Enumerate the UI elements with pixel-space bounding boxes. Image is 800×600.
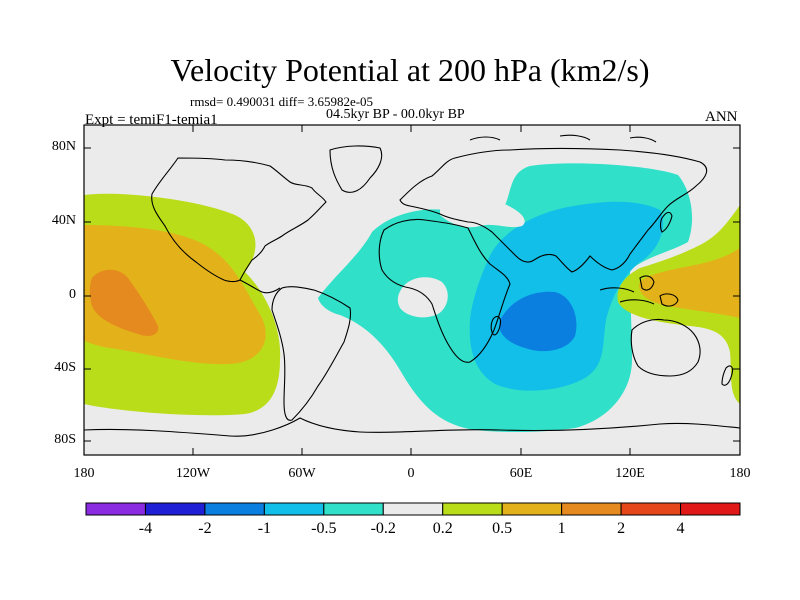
y-tick-label: 80N	[51, 139, 76, 154]
season-label: ANN	[705, 109, 738, 125]
y-tick-label: 40S	[54, 360, 76, 375]
y-tick-label: 80S	[54, 432, 76, 447]
africa-coast	[378, 218, 511, 363]
wpacific-positive-0.5-1	[639, 248, 740, 318]
colorbar-label: -4	[138, 520, 153, 537]
central-america	[239, 279, 281, 294]
colorbar-label: -1	[257, 520, 272, 537]
madagascar	[490, 315, 502, 336]
colorbar-swatch	[85, 502, 146, 516]
japan	[659, 211, 673, 233]
colorbar-swatch	[501, 502, 563, 516]
colorbar-swatch	[561, 502, 622, 516]
y-tick-label: 0	[69, 287, 76, 302]
australia-coast	[630, 318, 701, 377]
colorbar-label: 0.5	[492, 520, 513, 537]
greenland	[329, 145, 383, 193]
x-tick-label: 60W	[288, 466, 316, 481]
x-tick-label: 60E	[509, 466, 533, 481]
y-tick-label: 40N	[51, 213, 76, 228]
coastlines	[84, 134, 740, 437]
pacific-positive-1-2	[89, 269, 159, 336]
x-tick-label: 0	[407, 466, 415, 481]
colorbar-label: -0.2	[370, 520, 396, 537]
indian-negative-1-2	[499, 291, 577, 352]
eurasia-coast	[399, 147, 708, 273]
north-america-coast	[151, 157, 327, 283]
colorbar-swatch	[144, 502, 206, 516]
colorbar-swatch	[204, 502, 265, 516]
maritime-continent	[599, 275, 679, 307]
x-tick-label: 120W	[175, 466, 211, 481]
colorbar-label: 1	[557, 520, 566, 537]
colorbar	[85, 502, 741, 516]
x-tick-label: 180	[73, 466, 95, 481]
colorbar-swatch	[382, 502, 444, 516]
contour-field	[84, 125, 740, 455]
antarctica-coast	[84, 417, 740, 437]
mediterranean-neutral-notch	[440, 195, 525, 228]
stats-line: rmsd= 0.490031 diff= 3.65982e-05	[190, 94, 374, 109]
arctic-islands	[469, 134, 657, 143]
colorbar-swatch	[263, 502, 325, 516]
colorbar-swatch	[442, 502, 503, 516]
south-america-coast	[271, 286, 352, 421]
colorbar-swatch	[620, 502, 682, 516]
colorbar-label: 0.2	[432, 520, 453, 537]
colorbar-label: -2	[198, 520, 212, 537]
period-label: 04.5kyr BP - 00.0kyr BP	[326, 107, 465, 122]
chart-title: Velocity Potential at 200 hPa (km2/s)	[170, 52, 650, 88]
atlantic-neutral-hole	[397, 277, 448, 318]
colorbar-label: 4	[676, 520, 685, 537]
experiment-label: Expt = temiF1-temia1	[85, 112, 218, 128]
x-tick-label: 120E	[615, 466, 645, 481]
plot-frame	[83, 124, 741, 456]
frame-border	[83, 124, 741, 456]
colorbar-swatch	[323, 502, 384, 516]
x-tick-label: 180	[729, 466, 751, 481]
new-zealand	[721, 365, 734, 386]
colorbar-label: 2	[617, 520, 626, 537]
colorbar-swatch	[680, 502, 741, 516]
colorbar-label: -0.5	[311, 520, 337, 537]
